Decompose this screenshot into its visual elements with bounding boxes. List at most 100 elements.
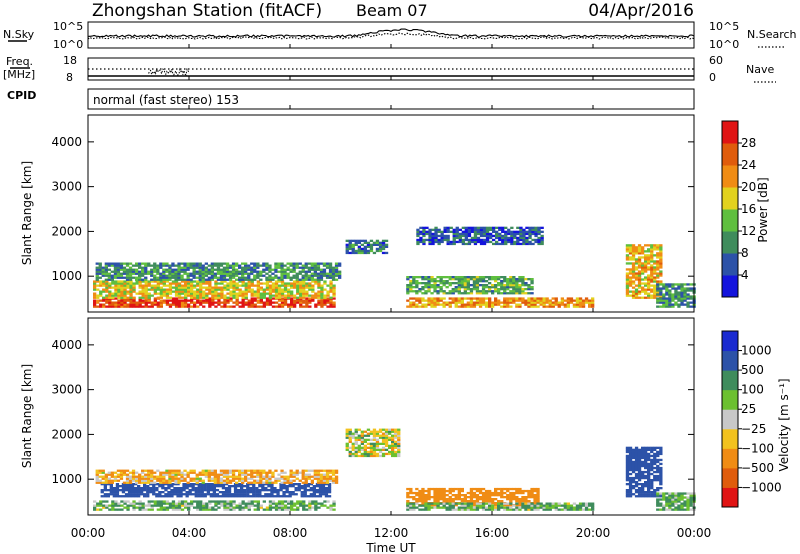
heatmap-cell: [228, 481, 233, 484]
heatmap-cell: [481, 502, 486, 505]
heatmap-cell: [686, 293, 690, 296]
heatmap-cell: [647, 464, 651, 468]
heatmap-cell: [650, 466, 654, 470]
heatmap-cell: [174, 475, 178, 478]
heatmap-cell: [226, 502, 230, 505]
heatmap-cell: [168, 286, 173, 289]
heatmap-cell: [253, 297, 257, 300]
heatmap-cell: [427, 286, 431, 289]
heatmap-cell: [372, 243, 377, 246]
heatmap-cell: [274, 284, 279, 287]
heatmap-cell: [146, 487, 150, 490]
heatmap-cell: [274, 481, 278, 484]
heatmap-cell: [345, 430, 349, 433]
heatmap-cell: [310, 272, 314, 275]
heatmap-cell: [415, 506, 419, 509]
heatmap-cell: [451, 299, 455, 302]
heatmap-cell: [524, 500, 528, 503]
heatmap-cell: [472, 491, 477, 495]
heatmap-cell: [525, 242, 529, 246]
heatmap-cell: [384, 239, 389, 242]
heatmap-cell: [304, 477, 308, 480]
heatmap-cell: [198, 270, 202, 273]
heatmap-cell: [628, 458, 633, 462]
heatmap-cell: [501, 234, 505, 238]
heatmap-cell: [338, 276, 342, 279]
heatmap-cell: [219, 276, 224, 279]
heatmap-cell: [235, 296, 239, 299]
heatmap-cell: [268, 292, 273, 295]
heatmap-cell: [144, 481, 148, 484]
heatmap-cell: [366, 454, 371, 458]
heatmap-cell: [329, 286, 333, 289]
heatmap-cell: [372, 452, 377, 456]
heatmap-cell: [463, 496, 467, 499]
heatmap-cell: [131, 473, 136, 476]
heatmap-cell: [235, 268, 239, 271]
heatmap-cell: [144, 270, 148, 273]
heatmap-cell: [329, 282, 333, 285]
heatmap-cell: [628, 284, 633, 287]
heatmap-cell: [318, 491, 323, 494]
heatmap-cell: [287, 292, 291, 295]
heatmap-cell: [138, 473, 142, 476]
heatmap-cell: [524, 489, 528, 493]
heatmap-cell: [104, 264, 108, 267]
heatmap-cell: [313, 270, 317, 273]
heatmap-cell: [557, 502, 561, 505]
heatmap-cell: [137, 489, 141, 492]
heatmap-cell: [116, 274, 121, 277]
heatmap-cell: [653, 458, 657, 462]
heatmap-cell: [280, 506, 285, 509]
heatmap-cell: [165, 481, 169, 484]
heatmap-cell: [634, 485, 639, 488]
heatmap-cell: [198, 276, 202, 279]
heatmap-cell: [171, 290, 176, 293]
heatmap-cell: [674, 498, 678, 501]
heatmap-cell: [677, 287, 681, 290]
heatmap-cell: [656, 458, 660, 462]
freq-tick-top: 18: [63, 54, 77, 67]
heatmap-cell: [117, 502, 121, 505]
heatmap-cell: [126, 303, 130, 306]
heatmap-cell: [319, 477, 324, 480]
heatmap-cell: [653, 278, 657, 281]
heatmap-cell: [250, 270, 254, 273]
heatmap-cell: [481, 301, 486, 304]
heatmap-cell: [637, 452, 642, 456]
heatmap-cell: [451, 489, 455, 493]
heatmap-cell: [253, 481, 257, 484]
heatmap-cell: [360, 432, 364, 435]
heatmap-cell: [274, 301, 279, 304]
heatmap-cell: [545, 299, 549, 302]
heatmap-cell: [103, 493, 107, 496]
heatmap-cell: [677, 508, 681, 511]
heatmap-cell: [312, 493, 316, 496]
heatmap-cell: [192, 270, 196, 273]
heatmap-cell: [207, 471, 211, 474]
heatmap-cell: [521, 502, 525, 505]
heatmap-cell: [290, 286, 294, 289]
heatmap-cell: [397, 432, 401, 435]
heatmap-cell: [325, 272, 330, 275]
heatmap-cell: [588, 502, 592, 505]
heatmap-cell: [440, 234, 444, 238]
heatmap-cell: [235, 262, 239, 265]
heatmap-cell: [129, 284, 133, 287]
heatmap-cell: [327, 489, 332, 492]
heatmap-cell: [500, 305, 504, 308]
heatmap-cell: [174, 292, 179, 295]
heatmap-cell: [637, 472, 642, 476]
heatmap-cell: [270, 493, 274, 496]
heatmap-cell: [256, 272, 260, 275]
heatmap-cell: [316, 276, 321, 279]
heatmap-cell: [212, 491, 216, 494]
heatmap-cell: [334, 266, 339, 269]
colorbar-segment: [722, 253, 738, 276]
heatmap-cell: [190, 301, 194, 304]
heatmap-cell: [500, 292, 504, 295]
heatmap-cell: [631, 462, 636, 466]
heatmap-cell: [457, 508, 461, 511]
heatmap-cell: [206, 487, 210, 490]
heatmap-cell: [238, 266, 242, 269]
